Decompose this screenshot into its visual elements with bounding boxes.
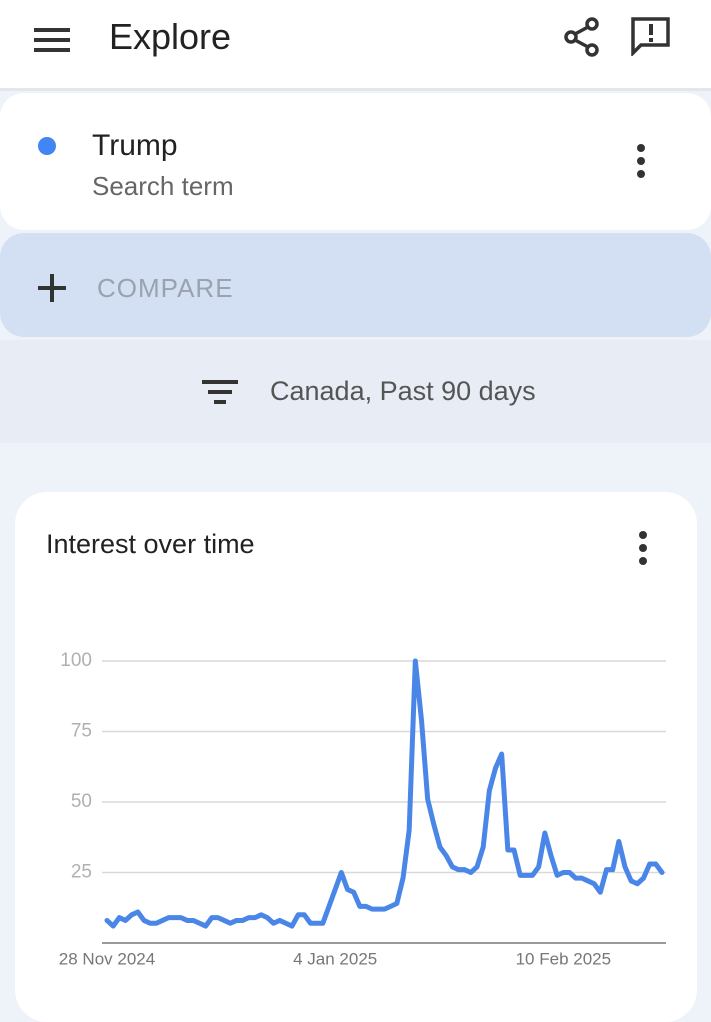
- search-term-card[interactable]: Trump Search term: [0, 93, 711, 230]
- chart: Interest over time 25 50 75 100 28 Nov 2024 4…: [46, 529, 666, 968]
- chart-title: Interest over time: [46, 529, 255, 559]
- term: Trump: [92, 129, 178, 162]
- header: Explore: [0, 0, 711, 91]
- x-tick-label: 10 Feb 2025: [516, 949, 611, 968]
- trend-line: [104, 658, 665, 929]
- y-tick-label: 100: [60, 650, 92, 671]
- y-tick-label: 50: [71, 791, 92, 812]
- y-tick-label: 75: [71, 721, 92, 742]
- term-menu[interactable]: [634, 143, 648, 179]
- page-title: Explore: [109, 16, 232, 57]
- compare-button[interactable]: COMPARE: [0, 233, 711, 337]
- feedback-icon[interactable]: [630, 16, 672, 56]
- compare-label: COMPARE: [97, 273, 234, 303]
- term-color-dot: [38, 137, 56, 155]
- term-kind: Search term: [92, 171, 234, 201]
- filter-icon: [202, 380, 238, 404]
- plus-icon: [38, 274, 66, 302]
- filter-label: Canada, Past 90 days: [270, 376, 536, 406]
- y-tick-label: 25: [71, 862, 92, 883]
- x-tick-label: 4 Jan 2025: [293, 949, 377, 968]
- share-icon[interactable]: [563, 17, 603, 57]
- x-tick-label: 28 Nov 2024: [59, 949, 155, 968]
- chart-card: [15, 492, 697, 1022]
- chart-menu[interactable]: [636, 530, 650, 566]
- menu-icon[interactable]: [34, 26, 72, 54]
- filter-row[interactable]: Canada, Past 90 days: [0, 340, 711, 443]
